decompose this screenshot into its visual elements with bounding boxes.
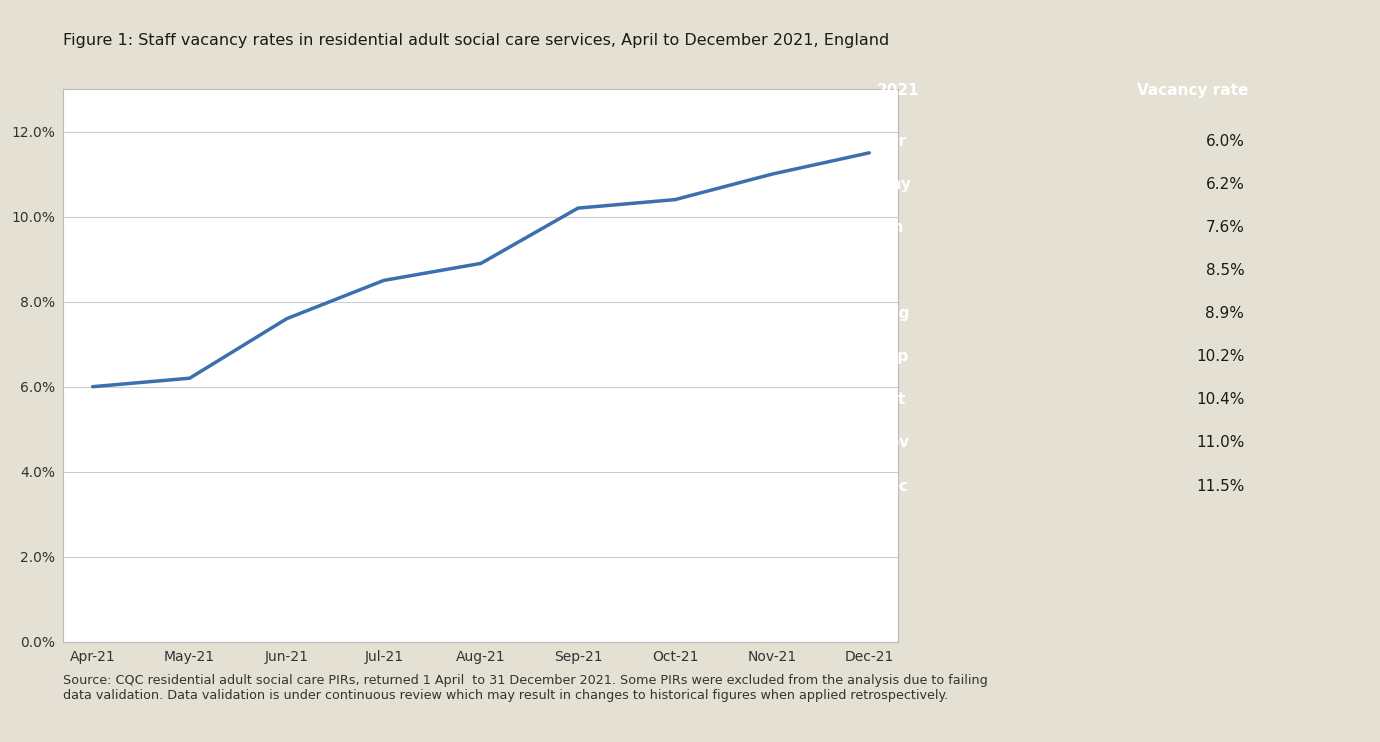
Text: May: May	[876, 177, 912, 192]
Text: 11.0%: 11.0%	[1196, 436, 1245, 450]
Text: Vacancy rate: Vacancy rate	[1137, 84, 1249, 99]
Text: 6.2%: 6.2%	[1206, 177, 1245, 192]
Text: Dec: Dec	[876, 479, 908, 493]
Text: Jun: Jun	[876, 220, 904, 235]
Text: 10.2%: 10.2%	[1196, 349, 1245, 364]
Text: 11.5%: 11.5%	[1196, 479, 1245, 493]
Text: 7.6%: 7.6%	[1206, 220, 1245, 235]
Text: Aug: Aug	[876, 306, 909, 321]
Text: 10.4%: 10.4%	[1196, 393, 1245, 407]
Text: Apr: Apr	[876, 134, 907, 149]
Text: Nov: Nov	[876, 436, 909, 450]
Text: 8.5%: 8.5%	[1206, 263, 1245, 278]
Text: 6.0%: 6.0%	[1206, 134, 1245, 149]
Text: 8.9%: 8.9%	[1206, 306, 1245, 321]
Text: Source: CQC residential adult social care PIRs, returned 1 April  to 31 December: Source: CQC residential adult social car…	[63, 674, 988, 702]
Text: Jul: Jul	[876, 263, 898, 278]
Text: Figure 1: Staff vacancy rates in residential adult social care services, April t: Figure 1: Staff vacancy rates in residen…	[63, 33, 890, 48]
Text: Oct: Oct	[876, 393, 907, 407]
Text: Sep: Sep	[876, 349, 909, 364]
Text: 2021: 2021	[876, 84, 919, 99]
